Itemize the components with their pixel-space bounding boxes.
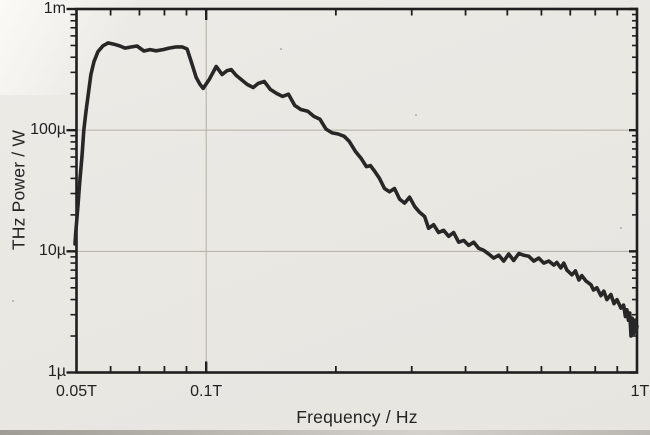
x-tick-label: 0.1T [190, 383, 223, 400]
x-tick-label: 1T [630, 383, 650, 400]
scan-speckle [280, 48, 282, 50]
scan-speckle [620, 227, 622, 229]
y-tick-label: 1µ [47, 363, 66, 380]
y-axis-title: THz Power / W [8, 129, 29, 251]
y-tick-label: 100µ [30, 120, 66, 138]
y-tick-label: 10µ [38, 241, 66, 259]
x-tick-label: 0.05T [56, 383, 97, 400]
x-axis-title: Frequency / Hz [296, 407, 418, 427]
y-tick-label: 1m [43, 0, 66, 17]
scan-speckle [12, 300, 14, 302]
scan-speckle [415, 114, 417, 116]
